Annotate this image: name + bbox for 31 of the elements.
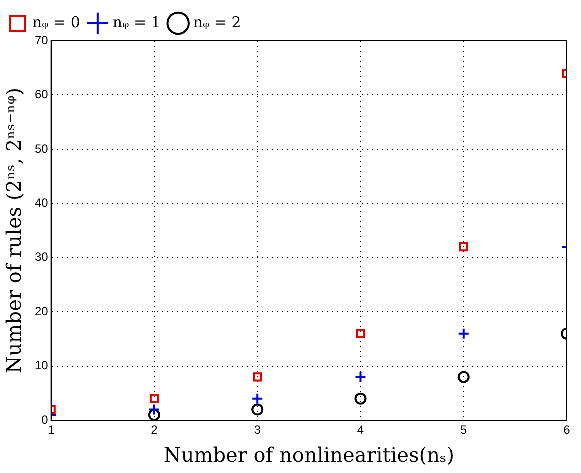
x-tick-label: 2 (151, 423, 158, 438)
x-tick-label: 3 (254, 423, 262, 438)
point (354, 371, 367, 384)
point (354, 392, 367, 405)
y-tick-label: 50 (34, 142, 49, 156)
point (150, 394, 160, 404)
point (458, 371, 470, 384)
point (458, 328, 470, 340)
point (148, 404, 160, 416)
y-tick-label: 60 (34, 88, 49, 102)
y-tick-label: 70 (34, 33, 49, 48)
y-axis-title: Number of rules (2ⁿˢ, 2ⁿˢ⁻ⁿᵠ) (2, 88, 26, 374)
x-tick-label: 1 (48, 423, 56, 438)
legend-label: nᵩ = 2 (193, 13, 242, 32)
y-tick-label: 0 (42, 412, 49, 427)
legend-label: nᵩ = 0 (32, 13, 80, 32)
point (252, 392, 264, 405)
point (459, 242, 468, 252)
x-tick-label: 4 (357, 423, 364, 438)
y-tick-label: 20 (34, 304, 49, 318)
y-tick-label: 30 (34, 250, 49, 264)
legend-label: nᵩ = 1 (112, 13, 161, 32)
point (252, 404, 264, 416)
y-tick-label: 10 (34, 358, 49, 373)
x-tick-label: 5 (460, 423, 468, 438)
y-tick-label: 40 (34, 196, 49, 210)
point (253, 372, 262, 382)
point (148, 409, 160, 421)
x-tick-label: 6 (564, 423, 571, 438)
point (356, 329, 366, 338)
x-axis-title: Number of nonlinearities(nₛ) (164, 443, 454, 468)
